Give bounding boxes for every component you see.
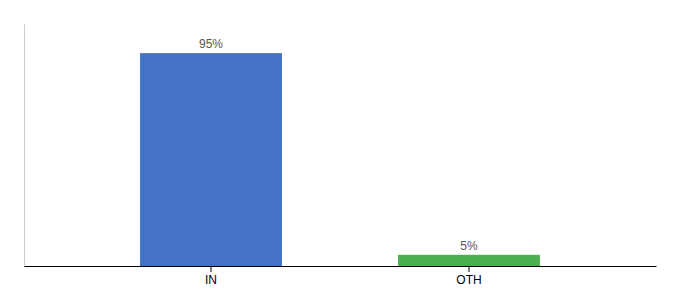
data-labels: 95% 5% [199,37,478,253]
x-tick: IN [205,266,217,287]
x-tick-label: OTH [456,273,481,287]
data-label: 5% [460,239,478,253]
bar [398,255,540,266]
x-tick: OTH [456,266,481,287]
y-axis [24,25,25,267]
x-tick-label: IN [205,273,217,287]
bar [140,53,282,266]
data-label: 95% [199,37,223,51]
x-tick-mark [211,266,212,272]
bars [140,53,540,266]
x-tick-mark [468,266,469,272]
x-axis-line [25,266,657,267]
plot: IN OTH 95% 5% [25,25,657,287]
chart: IN OTH 95% 5% [0,0,680,300]
y-axis-line [24,25,25,267]
x-axis: IN OTH [25,266,657,287]
